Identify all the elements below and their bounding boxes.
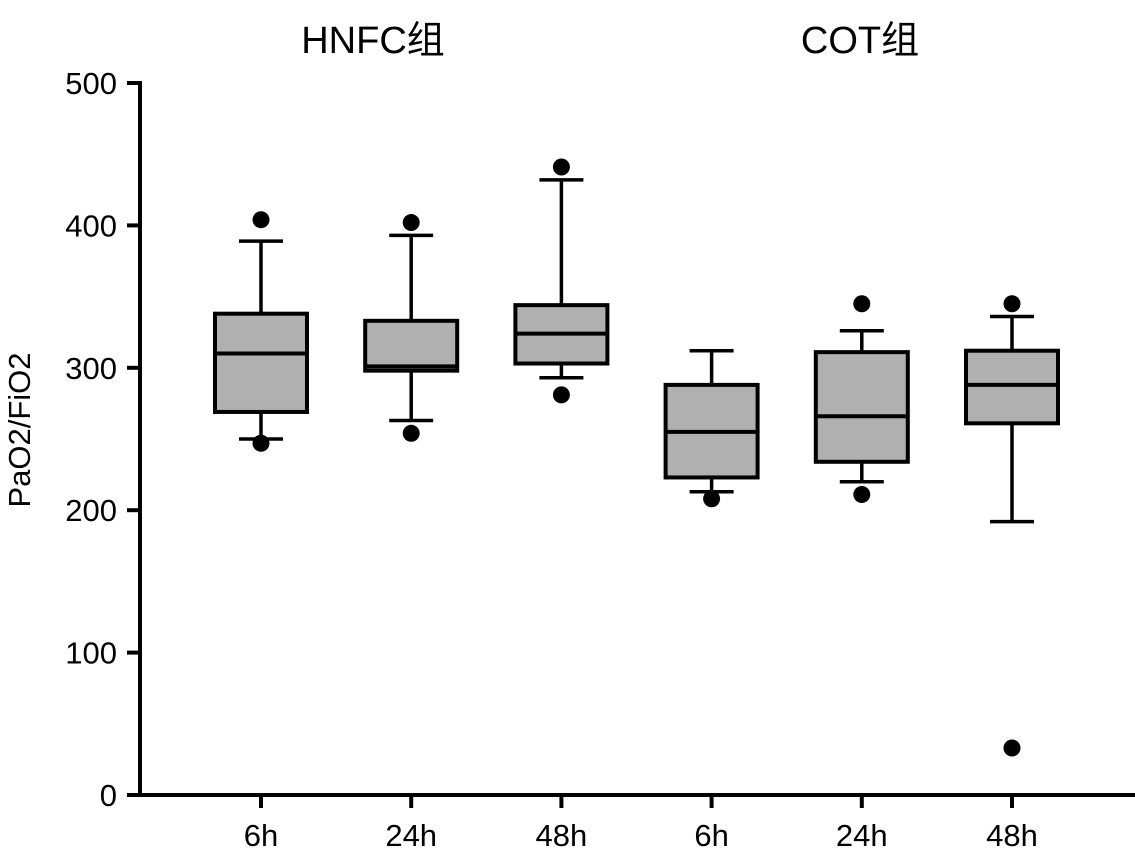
- x-tick-label: 6h: [244, 818, 278, 853]
- outlier-dot: [402, 214, 420, 232]
- labels-layer: HNFC组 COT组 PaO2/FiO2: [2, 20, 919, 508]
- outlier-dot: [402, 424, 420, 442]
- outlier-dot: [853, 486, 871, 504]
- x-tick-label: 24h: [836, 818, 888, 853]
- x-tick-label: 48h: [536, 818, 588, 853]
- y-axis-title: PaO2/FiO2: [2, 352, 37, 507]
- outlier-dot: [853, 295, 871, 313]
- outlier-dot: [1003, 739, 1021, 757]
- box-rect: [213, 311, 309, 414]
- box-rect: [363, 318, 460, 373]
- y-tick-label: 400: [65, 208, 117, 243]
- outlier-dot: [1003, 295, 1021, 313]
- box-rect: [813, 350, 910, 464]
- boxes-layer: [213, 158, 1060, 757]
- y-tick-label: 0: [100, 778, 117, 813]
- y-tick-label: 500: [65, 66, 117, 101]
- x-tick-label: 6h: [694, 818, 728, 853]
- y-tick-label: 200: [65, 493, 117, 528]
- axes-layer: 0 100 200 300 400 500 6h 24h 48h 6h 24h 48h: [65, 66, 1135, 853]
- group-title-cot: COT组: [801, 20, 919, 62]
- outlier-dot: [252, 434, 270, 452]
- outlier-dot: [552, 386, 570, 404]
- outlier-dot: [703, 490, 721, 508]
- x-tick-label: 48h: [986, 818, 1038, 853]
- group-title-hnfc: HNFC组: [301, 20, 445, 62]
- outlier-dot: [252, 211, 270, 229]
- box-rect: [964, 348, 1060, 426]
- outlier-dot: [552, 158, 570, 176]
- y-tick-label: 300: [65, 351, 117, 386]
- x-tick-label: 24h: [385, 818, 437, 853]
- y-tick-label: 100: [65, 636, 117, 671]
